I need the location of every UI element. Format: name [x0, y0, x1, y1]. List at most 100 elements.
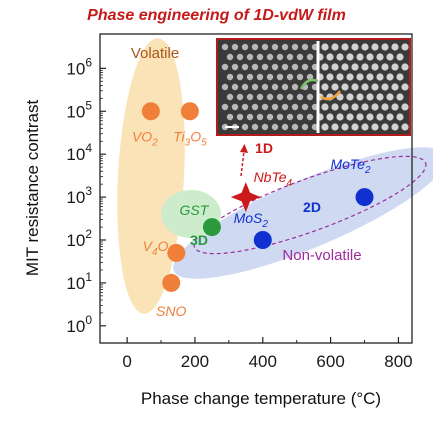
lattice-atom — [271, 123, 279, 131]
point-label: MoTe2 — [330, 156, 371, 176]
x-tick-label: 800 — [384, 352, 412, 371]
lattice-atom — [246, 113, 254, 121]
lattice-atom — [356, 113, 364, 121]
lattice-atom — [321, 63, 329, 71]
point-label: VO2 — [132, 128, 158, 148]
lattice-atom — [281, 43, 289, 51]
lattice-atom — [281, 63, 289, 71]
data-point — [162, 273, 181, 292]
lattice-atom — [251, 123, 259, 131]
lattice-atom — [291, 83, 299, 91]
lattice-atom — [241, 103, 249, 111]
lattice-atom — [341, 123, 349, 131]
lattice-atom — [271, 43, 279, 51]
lattice-atom — [391, 123, 399, 131]
lattice-atom — [401, 43, 409, 51]
data-point — [180, 102, 199, 121]
lattice-atom — [266, 93, 274, 101]
lattice-atom — [256, 73, 264, 81]
lattice-atom — [266, 53, 274, 61]
lattice-atom — [351, 103, 359, 111]
lattice-atom — [346, 93, 354, 101]
x-axis-label: Phase change temperature (°C) — [141, 389, 381, 408]
lattice-atom — [331, 103, 339, 111]
lattice-atom — [321, 103, 329, 111]
lattice-atom — [241, 123, 249, 131]
lattice-atom — [301, 63, 309, 71]
point-label: MoS2 — [234, 210, 269, 230]
lattice-atom — [291, 43, 299, 51]
lattice-atom — [401, 83, 409, 91]
data-point — [253, 231, 272, 249]
lattice-atom — [286, 93, 294, 101]
lattice-atom — [326, 53, 334, 61]
data-point — [141, 102, 160, 121]
lattice-atom — [376, 53, 384, 61]
lattice-atom — [381, 123, 389, 131]
point-label: NbTe4 — [254, 169, 293, 189]
lattice-atom — [306, 53, 314, 61]
x-tick-label: 600 — [316, 352, 344, 371]
lattice-atom — [321, 43, 329, 51]
y-tick-label: 104 — [66, 141, 92, 164]
lattice-atom — [391, 83, 399, 91]
lattice-atom — [251, 103, 259, 111]
lattice-atom — [236, 93, 244, 101]
x-tick-label: 200 — [181, 352, 209, 371]
lattice-atom — [246, 53, 254, 61]
lattice-atom — [396, 73, 404, 81]
lattice-atom — [401, 63, 409, 71]
lattice-atom — [341, 63, 349, 71]
lattice-atom — [381, 63, 389, 71]
lattice-atom — [371, 83, 379, 91]
lattice-atom — [261, 103, 269, 111]
lattice-atom — [331, 83, 339, 91]
lattice-atom — [266, 113, 274, 121]
data-point — [167, 243, 186, 262]
lattice-atom — [381, 43, 389, 51]
lattice-atom — [371, 63, 379, 71]
chart-title: Phase engineering of 1D-vdW film — [87, 7, 346, 24]
lattice-atom — [296, 113, 304, 121]
lattice-atom — [276, 53, 284, 61]
lattice-atom — [356, 73, 364, 81]
point-label: GST — [180, 202, 210, 218]
lattice-atom — [266, 73, 274, 81]
lattice-atom — [236, 73, 244, 81]
lattice-atom — [401, 103, 409, 111]
lattice-atom — [241, 43, 249, 51]
lattice-atom — [256, 113, 264, 121]
lattice-atom — [376, 113, 384, 121]
lattice-atom — [241, 63, 249, 71]
lattice-atom — [346, 73, 354, 81]
lattice-atom — [346, 53, 354, 61]
lattice-atom — [346, 113, 354, 121]
lattice-atom — [396, 113, 404, 121]
data-point — [355, 188, 374, 207]
lattice-atom — [336, 73, 344, 81]
lattice-atom — [291, 63, 299, 71]
lattice-atom — [271, 63, 279, 71]
lattice-atom — [371, 103, 379, 111]
lattice-atom — [231, 63, 239, 71]
lattice-atom — [301, 103, 309, 111]
y-tick-label: 100 — [66, 313, 92, 336]
lattice-atom — [226, 53, 234, 61]
lattice-atom — [246, 73, 254, 81]
region-annotation: 2D — [303, 199, 321, 215]
lattice-atom — [336, 53, 344, 61]
y-tick-label: 101 — [66, 270, 92, 293]
lattice-atom — [376, 73, 384, 81]
x-tick-label: 400 — [249, 352, 277, 371]
lattice-atom — [271, 103, 279, 111]
y-tick-label: 106 — [66, 55, 92, 78]
lattice-atom — [356, 93, 364, 101]
region-annotation: Non-volatile — [282, 247, 361, 264]
lattice-atom — [221, 63, 229, 71]
lattice-atom — [306, 93, 314, 101]
region-annotation: 1D — [255, 140, 273, 156]
lattice-atom — [361, 83, 369, 91]
lattice-atom — [306, 113, 314, 121]
lattice-atom — [391, 103, 399, 111]
